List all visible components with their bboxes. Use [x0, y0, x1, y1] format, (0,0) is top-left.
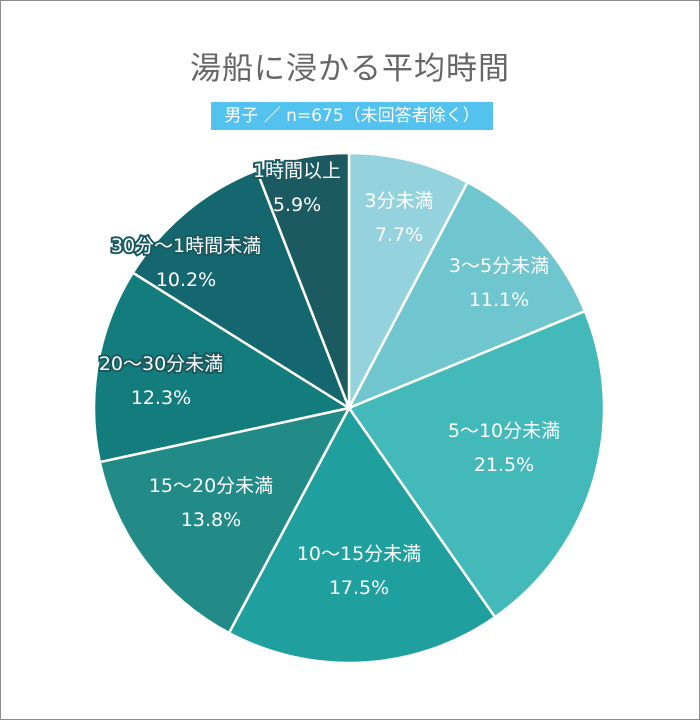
slice-value-label: 12.3% — [131, 387, 191, 409]
slice-value-label: 17.5% — [329, 577, 389, 599]
chart-title: 湯船に浸かる平均時間 — [190, 51, 510, 87]
slice-label: 3分未満 — [364, 190, 433, 212]
slice-label: 3〜5分未満 — [449, 255, 549, 277]
pie-slice — [346, 180, 587, 411]
slice-value-label: 10.2% — [156, 269, 216, 291]
pie-slice — [98, 406, 352, 635]
slice-value-label: 7.7% — [375, 224, 423, 246]
pie-slice — [347, 309, 606, 619]
slice-label: 10〜15分未満 — [297, 543, 421, 565]
slice-label: 20〜30分未満 — [99, 353, 223, 375]
slice-label: 5〜10分未満 — [448, 420, 560, 442]
slice-value-label: 13.8% — [181, 509, 241, 531]
slice-label: 30分〜1時間未満 — [111, 235, 261, 257]
pie-slice — [347, 151, 470, 409]
slice-value-label: 11.1% — [469, 289, 529, 311]
pie-slice — [227, 405, 497, 665]
slice-label: 15〜20分未満 — [149, 475, 273, 497]
slice-value-label: 21.5% — [474, 454, 534, 476]
pie-slice — [92, 270, 353, 464]
pie-slice — [255, 151, 351, 409]
slice-label: 1時間以上 — [253, 160, 341, 182]
pie-slice — [131, 168, 352, 412]
chart-subtitle: 男子 ／ n=675（未回答者除く） — [211, 102, 493, 130]
slice-value-label: 5.9% — [273, 194, 321, 216]
